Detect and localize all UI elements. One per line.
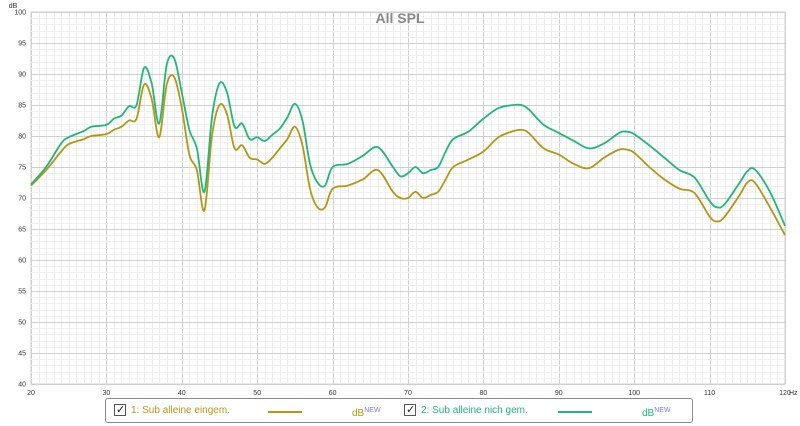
chart-title: All SPL — [375, 10, 424, 26]
x-tick-label: 70 — [404, 390, 412, 397]
x-tick-label: 20 — [27, 390, 35, 397]
series-2-line — [30, 54, 786, 227]
y-tick-label: 80 — [18, 134, 26, 141]
x-tick-label: 30 — [103, 390, 111, 397]
x-axis-unit: Hz — [789, 390, 798, 397]
series-1-line — [30, 74, 786, 236]
x-tick-label: 50 — [253, 390, 261, 397]
x-tick-label: 90 — [555, 390, 563, 397]
series-1-checkbox[interactable]: ✓ — [114, 404, 126, 416]
x-tick-label: 120 — [779, 390, 791, 397]
y-tick-label: 45 — [18, 351, 26, 358]
series-2-swatch — [558, 411, 592, 413]
x-tick-label: 40 — [178, 390, 186, 397]
y-tick-label: 65 — [18, 227, 26, 234]
y-tick-label: 90 — [18, 72, 26, 79]
y-tick-label: 40 — [18, 382, 26, 389]
series-2-checkbox[interactable]: ✓ — [404, 404, 416, 416]
series-1-swatch — [268, 411, 302, 413]
y-tick-label: 70 — [18, 196, 26, 203]
x-tick-label: 100 — [628, 390, 640, 397]
x-tick-label: 60 — [329, 390, 337, 397]
series-2-unit: dBNEW — [642, 407, 671, 419]
checkmark-icon: ✓ — [116, 404, 126, 416]
checkmark-icon: ✓ — [406, 404, 416, 416]
y-tick-label: 60 — [18, 258, 26, 265]
y-axis-label: dB — [9, 3, 18, 10]
y-tick-label: 55 — [18, 289, 26, 296]
series-1-unit: dBNEW — [352, 407, 381, 419]
y-tick-label: 85 — [18, 103, 26, 110]
x-tick-label: 110 — [704, 390, 715, 397]
series-2-label: 2: Sub alleine nich gem. — [421, 405, 528, 416]
y-tick-label: 50 — [18, 320, 26, 327]
y-tick-label: 95 — [18, 41, 26, 48]
x-tick-label: 80 — [480, 390, 488, 397]
legend: ✓ 1: Sub alleine eingem. dBNEW ✓ 2: Sub … — [105, 398, 693, 423]
y-tick-label: 100 — [14, 10, 26, 17]
y-tick-label: 75 — [18, 165, 26, 172]
series-1-label: 1: Sub alleine eingem. — [131, 405, 230, 416]
